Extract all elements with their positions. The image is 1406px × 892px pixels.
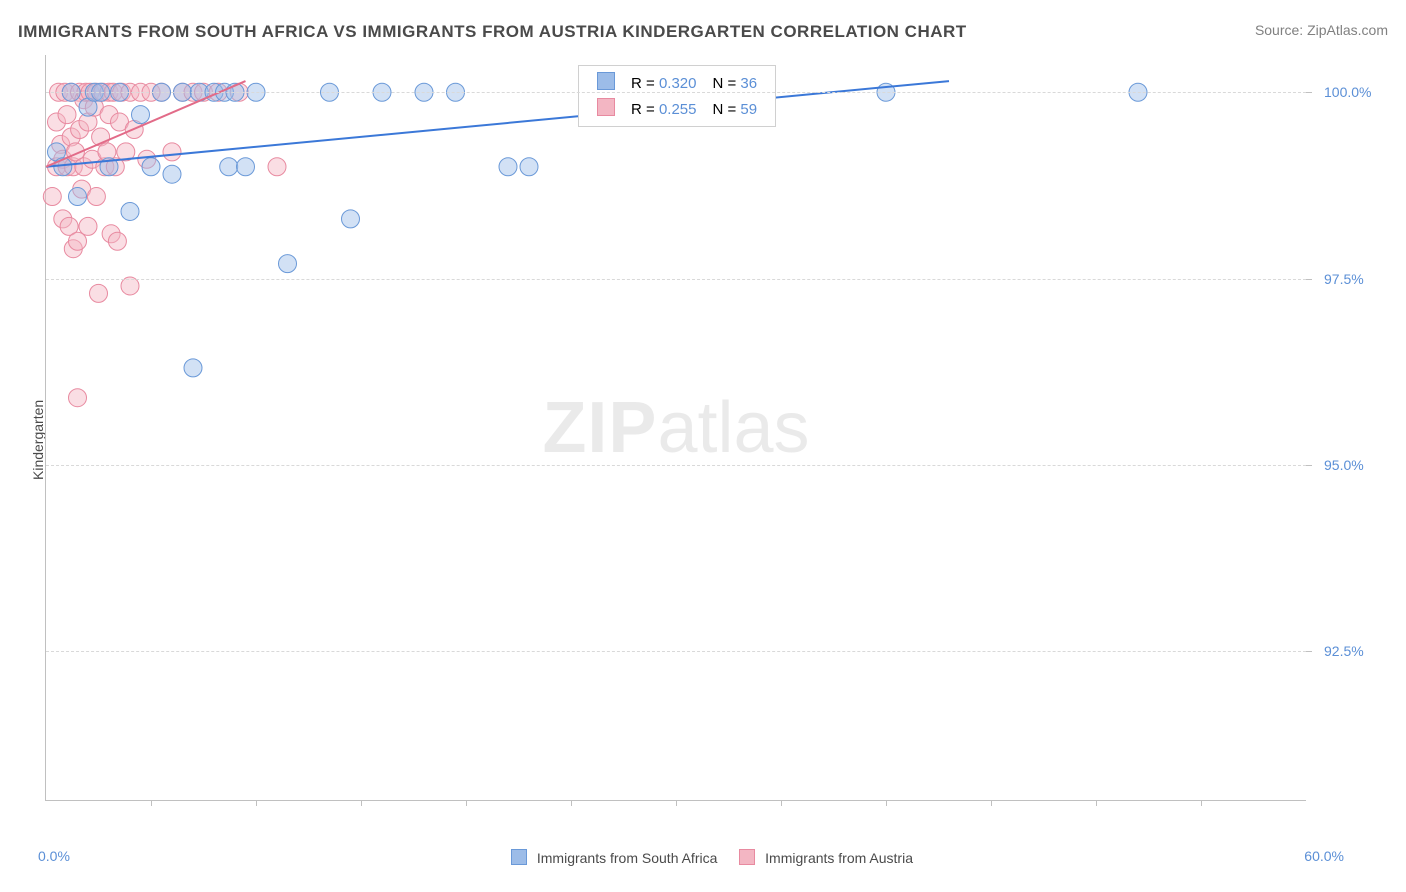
legend-swatch-pink-icon [739, 849, 755, 865]
x-tick [361, 800, 362, 806]
x-tick [781, 800, 782, 806]
y-tick [1306, 92, 1312, 93]
y-tick-label: 92.5% [1324, 643, 1364, 659]
data-point [121, 202, 139, 220]
gridline [46, 651, 1306, 652]
y-tick-label: 95.0% [1324, 457, 1364, 473]
data-point [220, 158, 238, 176]
data-point [69, 188, 87, 206]
chart-title: IMMIGRANTS FROM SOUTH AFRICA VS IMMIGRAN… [18, 22, 967, 42]
x-tick [466, 800, 467, 806]
x-tick [1096, 800, 1097, 806]
data-point [90, 284, 108, 302]
data-point [163, 165, 181, 183]
y-tick-label: 100.0% [1324, 84, 1371, 100]
data-point [121, 277, 139, 295]
data-point [499, 158, 517, 176]
y-tick-label: 97.5% [1324, 271, 1364, 287]
chart-container: IMMIGRANTS FROM SOUTH AFRICA VS IMMIGRAN… [0, 0, 1406, 892]
stats-legend-box: R = 0.320 N = 36 R = 0.255 N = 59 [578, 65, 776, 127]
x-tick [886, 800, 887, 806]
data-point [268, 158, 286, 176]
stats-row-pink: R = 0.255 N = 59 [589, 96, 765, 122]
stat-N-pink: 59 [740, 101, 757, 118]
data-point [184, 359, 202, 377]
stat-R-pink: 0.255 [659, 101, 697, 118]
data-point [108, 232, 126, 250]
x-tick [676, 800, 677, 806]
stat-R-label: R = [631, 75, 659, 92]
data-point [142, 158, 160, 176]
x-tick [151, 800, 152, 806]
data-point [342, 210, 360, 228]
stat-N-label: N = [712, 101, 740, 118]
data-point [79, 217, 97, 235]
data-point [520, 158, 538, 176]
swatch-pink-icon [597, 98, 615, 116]
legend-label-blue: Immigrants from South Africa [537, 850, 718, 866]
source-label: Source: ZipAtlas.com [1255, 22, 1388, 38]
stat-R-blue: 0.320 [659, 75, 697, 92]
bottom-legend: Immigrants from South Africa Immigrants … [0, 849, 1406, 866]
gridline [46, 465, 1306, 466]
data-point [132, 106, 150, 124]
data-point [163, 143, 181, 161]
gridline [46, 279, 1306, 280]
y-tick [1306, 651, 1312, 652]
x-tick [571, 800, 572, 806]
legend-swatch-blue-icon [511, 849, 527, 865]
chart-svg [46, 55, 1306, 800]
gridline [46, 92, 1306, 93]
stat-N-label: N = [712, 75, 740, 92]
data-point [69, 232, 87, 250]
y-axis-title: Kindergarten [30, 400, 46, 480]
stat-N-blue: 36 [740, 75, 757, 92]
plot-area: ZIPatlas R = 0.320 N = 36 R = 0.255 N = … [45, 55, 1306, 801]
x-tick [256, 800, 257, 806]
data-point [279, 255, 297, 273]
data-point [237, 158, 255, 176]
data-point [87, 188, 105, 206]
legend-label-pink: Immigrants from Austria [765, 850, 913, 866]
data-point [69, 389, 87, 407]
data-point [43, 188, 61, 206]
x-tick [1201, 800, 1202, 806]
stat-R-label: R = [631, 101, 659, 118]
swatch-blue-icon [597, 72, 615, 90]
x-tick [991, 800, 992, 806]
data-point [58, 106, 76, 124]
y-tick [1306, 465, 1312, 466]
y-tick [1306, 279, 1312, 280]
